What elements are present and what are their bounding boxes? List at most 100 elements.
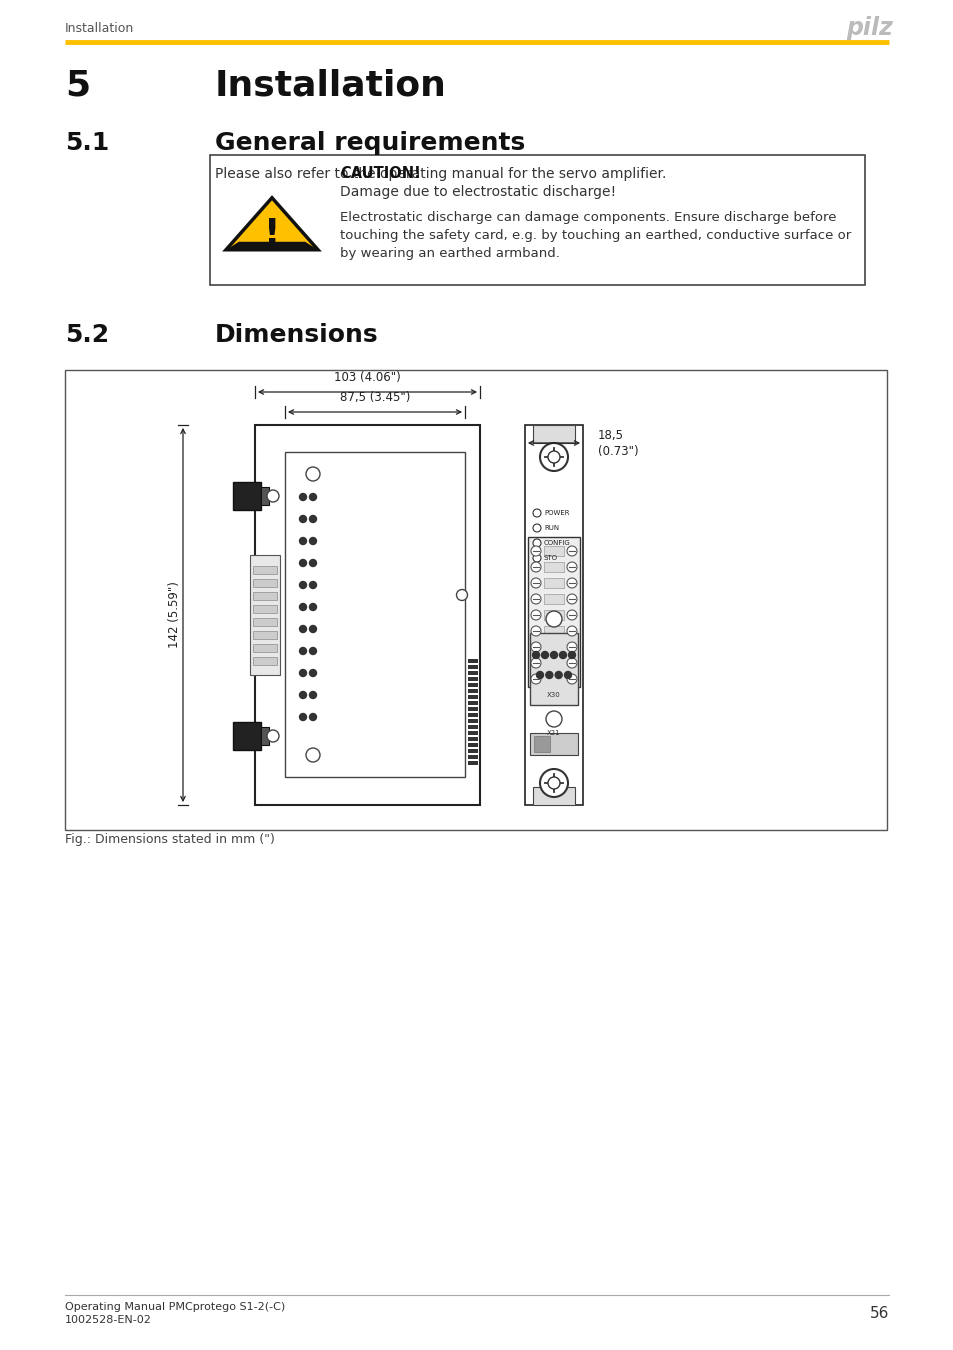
Text: Dimensions: Dimensions bbox=[214, 323, 378, 347]
Circle shape bbox=[531, 545, 540, 556]
Bar bbox=[468, 671, 477, 675]
Bar bbox=[468, 713, 477, 717]
Text: touching the safety card, e.g. by touching an earthed, conductive surface or: touching the safety card, e.g. by touchi… bbox=[339, 228, 850, 242]
Text: pilz: pilz bbox=[845, 16, 892, 40]
Bar bbox=[468, 749, 477, 753]
Bar bbox=[543, 610, 563, 620]
Circle shape bbox=[531, 594, 540, 603]
Text: 103 (4.06"): 103 (4.06") bbox=[334, 371, 400, 383]
Circle shape bbox=[299, 494, 306, 501]
Text: (0.73"): (0.73") bbox=[598, 444, 638, 458]
Circle shape bbox=[533, 524, 540, 532]
Bar bbox=[527, 537, 579, 687]
Text: CONFIG: CONFIG bbox=[543, 540, 570, 545]
Bar bbox=[253, 644, 276, 652]
Bar bbox=[468, 725, 477, 729]
Bar bbox=[530, 733, 578, 755]
Circle shape bbox=[566, 626, 577, 636]
Circle shape bbox=[545, 711, 561, 728]
Circle shape bbox=[309, 648, 316, 655]
Circle shape bbox=[539, 443, 567, 471]
Bar bbox=[533, 425, 575, 443]
Circle shape bbox=[533, 509, 540, 517]
Circle shape bbox=[531, 610, 540, 620]
Bar bbox=[253, 618, 276, 626]
Bar bbox=[543, 657, 563, 668]
Circle shape bbox=[531, 562, 540, 572]
Circle shape bbox=[267, 730, 278, 742]
Circle shape bbox=[547, 451, 559, 463]
Circle shape bbox=[533, 539, 540, 547]
Circle shape bbox=[299, 648, 306, 655]
Bar bbox=[254, 425, 479, 805]
Circle shape bbox=[555, 671, 561, 679]
Circle shape bbox=[566, 562, 577, 572]
Text: CAUTION!: CAUTION! bbox=[339, 166, 420, 181]
Circle shape bbox=[545, 612, 561, 626]
Text: 5.1: 5.1 bbox=[65, 131, 110, 155]
Bar bbox=[468, 730, 477, 734]
Circle shape bbox=[566, 643, 577, 652]
Circle shape bbox=[299, 582, 306, 589]
Text: RUN: RUN bbox=[543, 525, 558, 531]
Bar bbox=[468, 695, 477, 699]
Circle shape bbox=[299, 537, 306, 544]
Text: General requirements: General requirements bbox=[214, 131, 525, 155]
Text: X30: X30 bbox=[547, 693, 560, 698]
Circle shape bbox=[566, 657, 577, 668]
Text: POWER: POWER bbox=[543, 510, 569, 516]
Bar bbox=[543, 674, 563, 684]
Bar bbox=[261, 487, 269, 505]
Bar bbox=[468, 755, 477, 759]
Bar bbox=[253, 605, 276, 613]
Circle shape bbox=[309, 625, 316, 633]
Bar bbox=[253, 657, 276, 666]
Text: Installation: Installation bbox=[214, 68, 446, 103]
Circle shape bbox=[531, 674, 540, 684]
Bar bbox=[468, 666, 477, 670]
Circle shape bbox=[456, 590, 467, 601]
Text: 142 (5.59"): 142 (5.59") bbox=[169, 582, 181, 648]
Text: !: ! bbox=[263, 217, 280, 251]
Circle shape bbox=[532, 652, 539, 659]
Circle shape bbox=[309, 714, 316, 721]
Text: Installation: Installation bbox=[65, 22, 134, 35]
Bar bbox=[253, 566, 276, 574]
Circle shape bbox=[306, 467, 319, 481]
Circle shape bbox=[309, 559, 316, 567]
Bar bbox=[468, 761, 477, 765]
Circle shape bbox=[531, 626, 540, 636]
Circle shape bbox=[309, 670, 316, 676]
Text: Operating Manual PMCprotego S1-2(-C): Operating Manual PMCprotego S1-2(-C) bbox=[65, 1301, 285, 1312]
Circle shape bbox=[306, 748, 319, 761]
Text: 18,5: 18,5 bbox=[598, 428, 623, 441]
Circle shape bbox=[541, 652, 548, 659]
Text: STO: STO bbox=[543, 555, 558, 562]
Circle shape bbox=[566, 545, 577, 556]
Bar bbox=[543, 626, 563, 636]
Circle shape bbox=[550, 652, 557, 659]
Circle shape bbox=[539, 769, 567, 796]
Circle shape bbox=[566, 594, 577, 603]
Circle shape bbox=[564, 671, 571, 679]
Bar bbox=[468, 743, 477, 747]
Bar bbox=[210, 155, 864, 285]
Circle shape bbox=[299, 691, 306, 698]
Text: Fig.: Dimensions stated in mm ("): Fig.: Dimensions stated in mm (") bbox=[65, 833, 274, 846]
Bar bbox=[543, 643, 563, 652]
Bar bbox=[261, 728, 269, 745]
Bar bbox=[543, 545, 563, 556]
Text: Electrostatic discharge can damage components. Ensure discharge before: Electrostatic discharge can damage compo… bbox=[339, 211, 836, 224]
Polygon shape bbox=[226, 242, 317, 250]
Bar bbox=[253, 593, 276, 599]
Bar bbox=[468, 701, 477, 705]
Bar bbox=[468, 659, 477, 663]
Circle shape bbox=[309, 516, 316, 522]
Bar bbox=[534, 736, 550, 752]
Circle shape bbox=[558, 652, 566, 659]
Bar bbox=[233, 722, 261, 751]
Text: Please also refer to the operating manual for the servo amplifier.: Please also refer to the operating manua… bbox=[214, 167, 666, 181]
Bar bbox=[253, 630, 276, 639]
Bar bbox=[524, 425, 582, 805]
Circle shape bbox=[309, 537, 316, 544]
